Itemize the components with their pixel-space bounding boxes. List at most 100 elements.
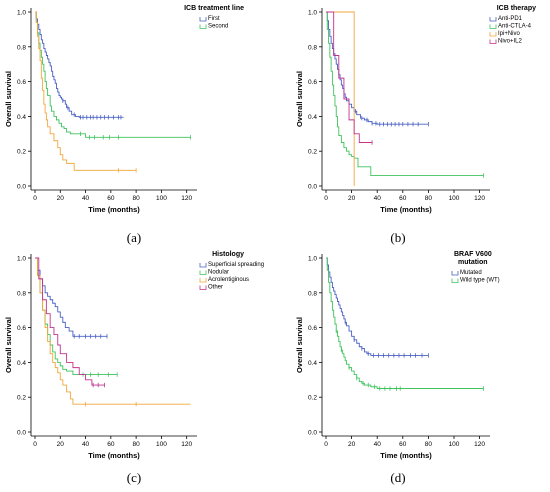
legend-swatch <box>199 17 207 22</box>
x-tick-label: 60 <box>399 195 407 202</box>
x-tick-label: 20 <box>57 195 65 202</box>
x-tick-label: 120 <box>474 195 485 202</box>
caption-c: (c) <box>126 470 142 485</box>
legend-label: Anti-CTLA-4 <box>498 24 532 30</box>
y-tick-label: 1.0 <box>17 10 26 17</box>
caption-b: (b) <box>390 230 406 245</box>
survival-curve-1 <box>326 11 484 177</box>
y-tick-label: 0.8 <box>308 290 317 297</box>
survival-curve-3 <box>326 11 373 143</box>
legend-label: First <box>208 16 220 22</box>
survival-curve-0 <box>35 11 124 118</box>
legend-label: Other <box>208 285 223 291</box>
x-tick-label: 0 <box>324 441 328 448</box>
survival-curve-3 <box>35 257 105 386</box>
survival-curve-0 <box>326 11 429 125</box>
x-axis-title: Time (months) <box>380 205 432 214</box>
x-tick-label: 120 <box>181 195 192 202</box>
y-axis-title: Overall survival <box>4 317 13 373</box>
x-tick-label: 20 <box>348 441 356 448</box>
x-tick-label: 80 <box>133 195 141 202</box>
x-tick-label: 80 <box>133 441 141 448</box>
x-axis-title: Time (months) <box>88 205 140 214</box>
y-tick-label: 0.0 <box>17 430 26 437</box>
y-tick-label: 0.4 <box>308 360 317 367</box>
y-axis-title: Overall survival <box>295 71 304 127</box>
y-tick-label: 0.8 <box>17 290 26 297</box>
legend-swatch <box>199 285 207 290</box>
legend-title: Histology <box>212 251 244 258</box>
legend-swatch <box>199 24 207 29</box>
x-tick-label: 40 <box>82 195 90 202</box>
legend-swatch <box>451 271 459 276</box>
y-tick-label: 1.0 <box>308 10 317 17</box>
legend-swatch <box>489 17 497 22</box>
legend-swatch <box>199 270 207 275</box>
x-tick-label: 40 <box>374 195 382 202</box>
legend-label: Second <box>208 24 228 30</box>
legend-title: BRAF V600 mutation <box>454 251 492 266</box>
legend-swatch <box>489 39 497 44</box>
legend-label: Nivo+IL2 <box>498 39 523 45</box>
survival-curve-1 <box>326 257 484 389</box>
panel-1: 0.0 0.2 0.4 0.6 0.8 1.0 0 20 40 60 80 100 120 Time (m… <box>295 5 536 214</box>
x-tick-label: 0 <box>33 195 37 202</box>
panel-0: 0.0 0.2 0.4 0.6 0.8 1.0 0 20 40 60 80 100 120 Time (m… <box>4 5 244 214</box>
legend-title: ICB treatment line <box>184 5 244 12</box>
survival-curve-2 <box>35 257 191 405</box>
y-tick-label: 0.4 <box>308 114 317 121</box>
panel-2: 0.0 0.2 0.4 0.6 0.8 1.0 0 20 40 60 80 100 120 Time (m… <box>4 251 264 460</box>
x-tick-label: 60 <box>107 195 115 202</box>
x-tick-label: 100 <box>156 195 167 202</box>
legend-label: Anti-PD1 <box>498 16 523 22</box>
y-tick-label: 0.6 <box>17 325 26 332</box>
survival-curve-1 <box>35 11 191 138</box>
legend-title: ICB therapy <box>497 5 536 12</box>
survival-curve-1 <box>35 257 118 376</box>
x-tick-label: 40 <box>82 441 90 448</box>
legend-label: Mutated <box>460 270 482 276</box>
x-tick-label: 100 <box>449 441 460 448</box>
y-tick-label: 0.8 <box>17 44 26 51</box>
legend-label: Nodular <box>208 270 229 276</box>
y-tick-label: 0.2 <box>308 395 317 402</box>
legend-swatch <box>199 263 207 268</box>
y-tick-label: 0.6 <box>17 79 26 86</box>
legend-swatch <box>489 24 497 29</box>
legend-label: Wild type (WT) <box>460 278 500 284</box>
y-tick-label: 0.2 <box>17 395 26 402</box>
legend-label: Superficial spreading <box>208 262 264 268</box>
x-axis-title: Time (months) <box>380 451 432 460</box>
legend-swatch <box>199 278 207 283</box>
survival-curve-2 <box>35 11 137 171</box>
caption-d: (d) <box>390 470 406 485</box>
y-tick-label: 0.6 <box>308 79 317 86</box>
y-tick-label: 0.8 <box>308 44 317 51</box>
x-tick-label: 80 <box>425 195 433 202</box>
x-tick-label: 120 <box>474 441 485 448</box>
y-tick-label: 0.0 <box>17 184 26 191</box>
legend-label: Ipi+Nivo <box>498 31 521 37</box>
x-tick-label: 60 <box>399 441 407 448</box>
y-tick-label: 0.0 <box>308 430 317 437</box>
y-tick-label: 0.4 <box>17 114 26 121</box>
x-tick-label: 0 <box>324 195 328 202</box>
legend-label: Acrolentiginous <box>208 277 249 283</box>
y-tick-label: 1.0 <box>308 256 317 263</box>
y-tick-label: 0.4 <box>17 360 26 367</box>
y-tick-label: 0.2 <box>308 149 317 156</box>
y-tick-label: 1.0 <box>17 256 26 263</box>
y-tick-label: 0.2 <box>17 149 26 156</box>
x-tick-label: 20 <box>57 441 65 448</box>
y-axis-title: Overall survival <box>295 317 304 373</box>
x-tick-label: 100 <box>449 195 460 202</box>
x-tick-label: 80 <box>425 441 433 448</box>
survival-curve-2 <box>326 11 355 186</box>
x-tick-label: 60 <box>107 441 115 448</box>
survival-curve-0 <box>326 257 429 356</box>
y-tick-label: 0.6 <box>308 325 317 332</box>
x-tick-label: 20 <box>348 195 356 202</box>
x-tick-label: 0 <box>33 441 37 448</box>
legend-swatch <box>489 32 497 37</box>
